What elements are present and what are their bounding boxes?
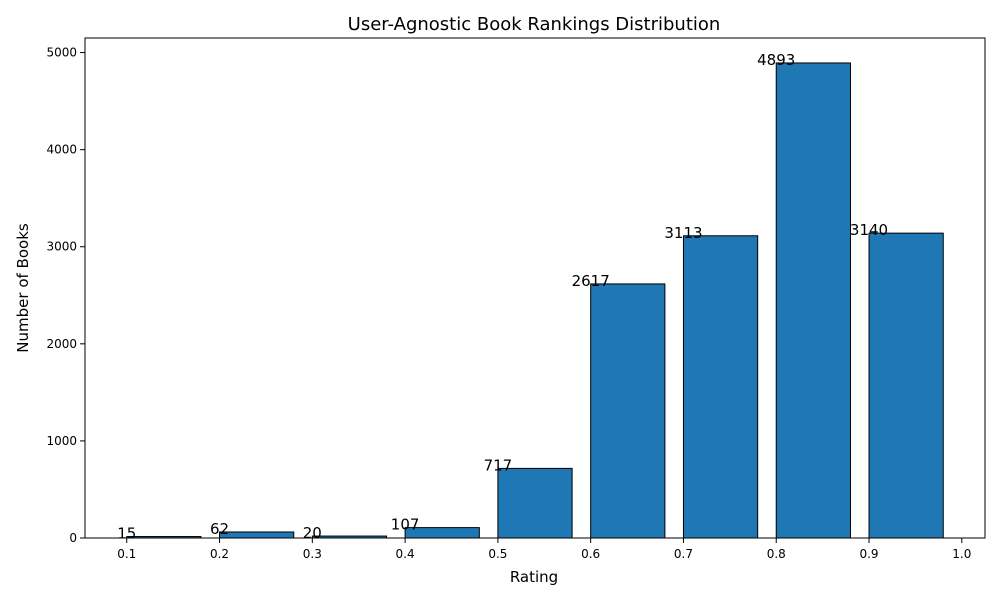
bar-7 [775,62,851,539]
x-axis-ticks: 0.1 0.2 0.3 0.4 0.5 0.6 0.7 0.8 0.9 1.0 [117,538,971,561]
data-label-6: 3113 [664,224,702,242]
x-tick-label-5: 0.6 [581,547,600,561]
y-tick-label-2: 2000 [46,337,77,351]
bars-group [126,62,944,539]
data-label-8: 3140 [850,221,888,239]
plot-frame [84,37,986,539]
y-tick-label-5: 5000 [46,46,77,60]
x-tick-label-1: 0.2 [210,547,229,561]
bar-4 [497,467,573,539]
chart-title: User-Agnostic Book Rankings Distribution [348,14,721,35]
x-tick-label-0: 0.1 [117,547,136,561]
bar-8 [868,232,944,539]
x-tick-label-7: 0.8 [767,547,786,561]
y-tick-label-3: 3000 [46,240,77,254]
x-tick-label-8: 0.9 [859,547,878,561]
x-tick-label-4: 0.5 [488,547,507,561]
data-label-3: 107 [391,516,420,534]
bar-6 [682,235,759,539]
x-axis-label: Rating [510,568,558,586]
x-tick-label-6: 0.7 [674,547,693,561]
y-tick-label-4: 4000 [46,143,77,157]
data-label-5: 2617 [572,272,610,290]
y-axis-ticks: 0 1000 2000 3000 4000 5000 [46,46,85,545]
y-tick-label-1: 1000 [46,434,77,448]
x-tick-label-2: 0.3 [303,547,322,561]
bar-5 [590,283,666,539]
x-tick-label-3: 0.4 [396,547,415,561]
bar-1 [219,531,295,539]
y-tick-label-0: 0 [69,531,77,545]
data-label-7: 4893 [757,51,795,69]
x-tick-label-9: 1.0 [952,547,971,561]
data-label-1: 62 [210,520,229,538]
y-axis-label: Number of Books [14,223,32,353]
data-label-4: 717 [484,456,513,474]
